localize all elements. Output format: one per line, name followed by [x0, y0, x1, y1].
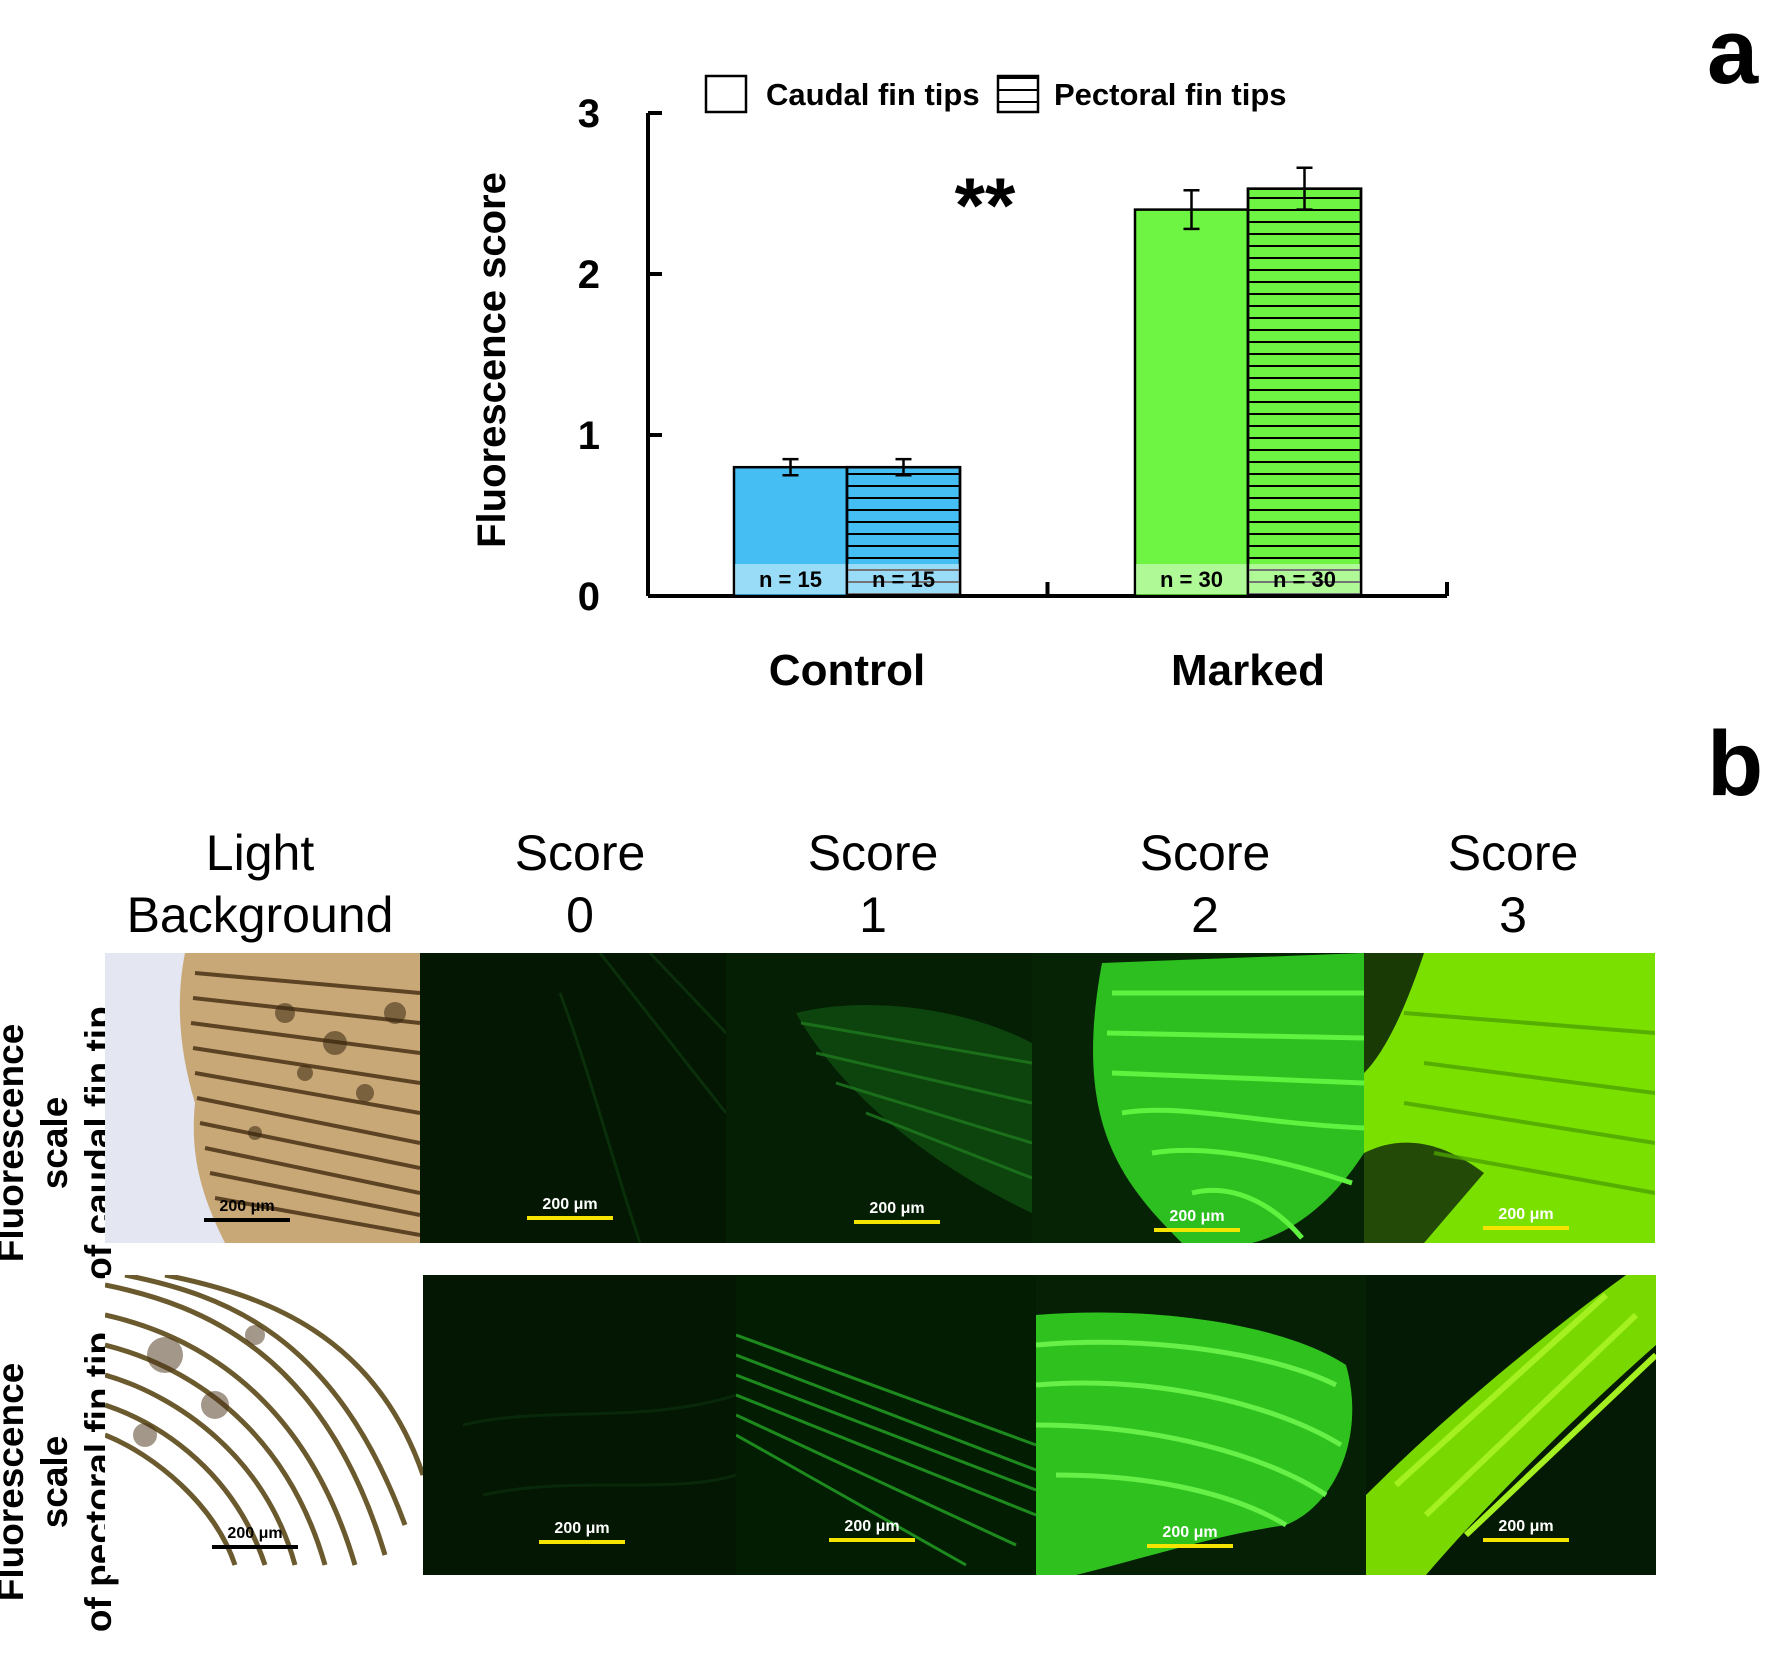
y-tick-label: 0 [578, 575, 600, 619]
col-header-line2: 1 [859, 887, 887, 943]
col-header-line2: 0 [566, 887, 594, 943]
col-header-score-0: Score 0 [420, 822, 740, 946]
col-header-line2: 3 [1499, 887, 1527, 943]
pectoral-score-2-image [1036, 1275, 1366, 1575]
row-label-pectoral: Fluorescence scale of pectoral fin tip [0, 1312, 121, 1652]
caudal-light-image [105, 953, 420, 1243]
caudal-score-1-image [726, 953, 1032, 1243]
row-label-line1: Fluorescence scale [0, 1362, 75, 1602]
legend-label-caudal: Caudal fin tips [766, 77, 980, 112]
scale-bar: 200 μm [1476, 1518, 1576, 1542]
col-header-line1: Score [1139, 825, 1271, 881]
scale-bar: 200 μm [532, 1520, 632, 1544]
scale-bar-line [829, 1538, 915, 1542]
pectoral-score-3-image [1366, 1275, 1656, 1575]
n-label-band [848, 564, 959, 594]
caudal-score-0-image [420, 953, 726, 1243]
x-category-label: Marked [1171, 646, 1325, 695]
significance-annotation: ** [955, 161, 1016, 249]
scale-bar: 200 μm [1476, 1206, 1576, 1230]
scale-bar-label: 200 μm [227, 1525, 283, 1542]
scale-bar-label: 200 μm [844, 1518, 900, 1535]
panel-b-letter: b [1707, 713, 1764, 815]
legend-swatch-pectoral [996, 74, 1040, 114]
scale-bar-label: 200 μm [1162, 1524, 1218, 1541]
pectoral-score-1-image [736, 1275, 1036, 1575]
scale-bar: 200 μm [197, 1198, 297, 1222]
scale-bar-label: 200 μm [219, 1198, 275, 1215]
col-header-line1: Score [1447, 825, 1579, 881]
bar-stripe-fill [845, 465, 962, 598]
scale-bar: 200 μm [847, 1200, 947, 1224]
y-tick-label: 2 [578, 253, 600, 297]
bar-chart: 0 1 2 3 Fluorescence score n = 15 n = 15 Contro… [470, 74, 1449, 695]
scale-bar-line [854, 1220, 940, 1224]
scale-bar-line [204, 1218, 290, 1222]
scale-bar-line [1154, 1228, 1240, 1232]
y-tick-label: 1 [578, 414, 600, 458]
scale-bar-label: 200 μm [869, 1200, 925, 1217]
scale-bar: 200 μm [205, 1525, 305, 1549]
row-label-line1: Fluorescence scale [0, 1023, 75, 1263]
scale-bar-label: 200 μm [542, 1196, 598, 1213]
scale-bar: 200 μm [520, 1196, 620, 1220]
col-header-score-2: Score 2 [1045, 822, 1365, 946]
col-header-line2: Background [126, 887, 394, 943]
row-label-caudal: Fluorescence scale of caudal fin tip [0, 973, 121, 1313]
pectoral-light-image [105, 1275, 423, 1575]
scale-bar-line [1483, 1226, 1569, 1230]
scale-bar-line [1147, 1544, 1233, 1548]
n-label: n = 15 [872, 567, 935, 592]
col-header-score-3: Score 3 [1353, 822, 1673, 946]
scale-bar-label: 200 μm [1498, 1518, 1554, 1535]
col-header-line2: 2 [1191, 887, 1219, 943]
col-header-line1: Score [807, 825, 939, 881]
legend-swatch-caudal [704, 74, 748, 114]
y-axis-label: Fluorescence score [470, 172, 514, 548]
col-header-light: Light Background [100, 822, 420, 946]
n-label: n = 30 [1273, 567, 1336, 592]
col-header-score-1: Score 1 [713, 822, 1033, 946]
scale-bar-label: 200 μm [1169, 1208, 1225, 1225]
col-header-line1: Light [205, 825, 315, 881]
legend-label-pectoral: Pectoral fin tips [1054, 77, 1287, 112]
y-tick-label: 3 [578, 92, 600, 136]
n-label: n = 30 [1160, 567, 1223, 592]
bar [1133, 208, 1250, 598]
scale-bar-label: 200 μm [1498, 1206, 1554, 1223]
n-label-band [735, 564, 846, 594]
caudal-score-2-image [1032, 953, 1364, 1243]
scale-bar: 200 μm [822, 1518, 922, 1542]
pectoral-score-0-image [423, 1275, 736, 1575]
scale-bar-line [212, 1545, 298, 1549]
scale-bar-label: 200 μm [554, 1520, 610, 1537]
n-label: n = 15 [759, 567, 822, 592]
col-header-line1: Score [514, 825, 646, 881]
n-label-band [1136, 564, 1247, 594]
n-label-band [1249, 564, 1360, 594]
bar [732, 465, 849, 598]
scale-bar-line [527, 1216, 613, 1220]
scale-bar: 200 μm [1140, 1524, 1240, 1548]
x-category-label: Control [769, 646, 925, 695]
scale-bar: 200 μm [1147, 1208, 1247, 1232]
scale-bar-line [1483, 1538, 1569, 1542]
bar-stripe-fill [1246, 187, 1363, 598]
panel-a-letter: a [1707, 1, 1759, 103]
caudal-score-3-image [1364, 953, 1655, 1243]
scale-bar-line [539, 1540, 625, 1544]
